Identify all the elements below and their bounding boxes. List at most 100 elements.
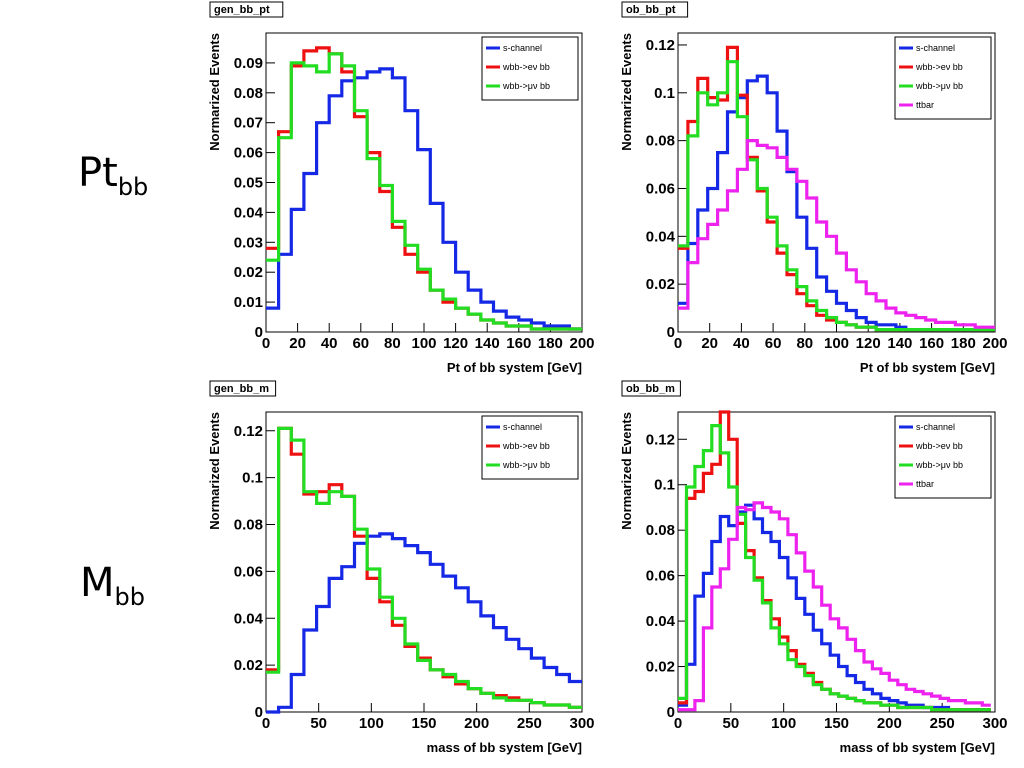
y-tick-label: 0.08 (234, 85, 263, 102)
y-tick-label: 0 (255, 704, 263, 721)
series-line-s-channel (266, 532, 582, 714)
chart-title: ob_bb_m (626, 383, 675, 395)
x-tick-label: 0 (674, 335, 682, 352)
chart-title: gen_bb_m (214, 383, 269, 395)
legend-label-wbb-ev-bb: wbb->eν bb (502, 62, 550, 72)
chart-legend: s-channel wbb->eν bb wbb->μν bb (481, 415, 579, 480)
x-axis-label: Pt of bb system [GeV] (447, 360, 582, 375)
x-tick-label: 200 (464, 715, 489, 732)
x-tick-label: 100 (824, 335, 849, 352)
series-line-wbb-uv-bb (266, 426, 582, 709)
legend-label-s-channel: s-channel (503, 422, 542, 432)
y-axis-label: Normarized Events (619, 33, 634, 151)
y-tick-label: 0.04 (234, 610, 264, 627)
histogram-gen-bb-m: gen_bb_m 0 0.02 0.04 0.06 0.08 0.1 0.12 0 50 100 15… (207, 380, 595, 755)
x-tick-label: 300 (569, 715, 594, 732)
y-tick-label: 0.02 (234, 264, 263, 281)
x-tick-label: 0 (262, 335, 270, 352)
x-tick-label: 180 (951, 335, 976, 352)
series-line-ttbar (678, 139, 995, 329)
x-tick-label: 20 (701, 335, 718, 352)
x-tick-label: 60 (765, 335, 782, 352)
x-tick-label: 250 (930, 715, 955, 732)
y-tick-label: 0 (667, 704, 675, 721)
row-label-m-sub: bb (114, 583, 145, 611)
legend-label-wbb-uv-bb: wbb->μν bb (915, 81, 963, 91)
x-tick-label: 0 (262, 715, 270, 732)
legend-label-s-channel: s-channel (916, 43, 955, 53)
x-tick-label: 20 (289, 335, 306, 352)
chart-title-box (209, 380, 277, 397)
y-tick-label: 0.02 (646, 659, 675, 676)
x-tick-label: 300 (982, 715, 1007, 732)
y-tick-label: 0.07 (234, 115, 263, 132)
series-line-wbb-uv-bb (266, 52, 582, 331)
y-tick-label: 0.12 (646, 37, 675, 54)
row-label-m-bb: Mbb (80, 560, 145, 611)
x-tick-label: 180 (538, 335, 563, 352)
chart-title-box (621, 1, 689, 18)
y-tick-label: 0 (255, 324, 263, 341)
legend-label-wbb-uv-bb: wbb->μν bb (502, 81, 550, 91)
x-tick-label: 150 (824, 715, 849, 732)
y-tick-label: 0.1 (654, 85, 675, 102)
y-tick-label: 0.08 (646, 133, 675, 150)
x-tick-label: 200 (569, 335, 594, 352)
legend-label-wbb-ev-bb: wbb->eν bb (915, 62, 963, 72)
legend-label-s-channel: s-channel (916, 422, 955, 432)
legend-label-wbb-ev-bb: wbb->eν bb (502, 441, 550, 451)
legend-label-ttbar: ttbar (916, 479, 934, 489)
x-axis-label: mass of bb system [GeV] (427, 740, 582, 755)
x-tick-label: 150 (411, 715, 436, 732)
x-tick-label: 160 (506, 335, 531, 352)
y-tick-label: 0.02 (234, 657, 263, 674)
y-tick-label: 0.06 (234, 563, 263, 580)
chart-title: gen_bb_pt (214, 4, 270, 16)
y-tick-label: 0.1 (654, 477, 675, 494)
legend-label-ttbar: ttbar (916, 100, 934, 110)
row-label-pt-bb: Ptbb (78, 150, 148, 201)
y-tick-label: 0 (667, 324, 675, 341)
legend-label-wbb-uv-bb: wbb->μν bb (915, 460, 963, 470)
y-axis-label: Normarized Events (207, 33, 222, 151)
y-axis-label: Normarized Events (619, 412, 634, 530)
row-label-pt-sub: bb (117, 173, 149, 201)
x-tick-label: 40 (321, 335, 338, 352)
x-tick-label: 40 (733, 335, 750, 352)
series-line-wbb-uv-bb (678, 60, 995, 332)
x-axis-label: Pt of bb system [GeV] (860, 360, 995, 375)
x-tick-label: 160 (919, 335, 944, 352)
x-tick-label: 50 (722, 715, 739, 732)
legend-label-wbb-uv-bb: wbb->μν bb (502, 460, 550, 470)
x-tick-label: 120 (856, 335, 881, 352)
series-line-s-channel (266, 67, 582, 331)
legend-label-s-channel: s-channel (503, 43, 542, 53)
y-tick-label: 0.04 (646, 228, 676, 245)
y-tick-label: 0.01 (234, 294, 263, 311)
series-line-wbb-uv-bb (678, 424, 991, 712)
y-tick-label: 0.04 (646, 613, 676, 630)
x-tick-label: 100 (771, 715, 796, 732)
y-tick-label: 0.09 (234, 55, 263, 72)
y-tick-label: 0.1 (242, 470, 263, 487)
histogram-ob-bb-pt: ob_bb_pt 0 0.02 0.04 0.06 0.08 0.1 0.12 0 20 40 60 8… (619, 1, 1008, 375)
chart-title-box (209, 1, 284, 18)
x-tick-label: 50 (310, 715, 327, 732)
x-tick-label: 100 (359, 715, 384, 732)
y-tick-label: 0.02 (646, 276, 675, 293)
x-tick-label: 200 (877, 715, 902, 732)
y-tick-label: 0.05 (234, 175, 263, 192)
chart-title: ob_bb_pt (626, 4, 676, 16)
y-axis-label: Normarized Events (207, 412, 222, 530)
x-tick-label: 140 (887, 335, 912, 352)
x-tick-label: 80 (796, 335, 813, 352)
chart-legend: s-channel wbb->eν bb wbb->μν bb ttbar (894, 36, 992, 120)
row-label-pt-base: Pt (78, 150, 118, 196)
y-tick-label: 0.08 (234, 517, 263, 534)
x-tick-label: 100 (411, 335, 436, 352)
x-axis-label: mass of bb system [GeV] (840, 740, 995, 755)
x-tick-label: 200 (982, 335, 1007, 352)
x-tick-label: 80 (384, 335, 401, 352)
legend-label-wbb-ev-bb: wbb->eν bb (915, 441, 963, 451)
